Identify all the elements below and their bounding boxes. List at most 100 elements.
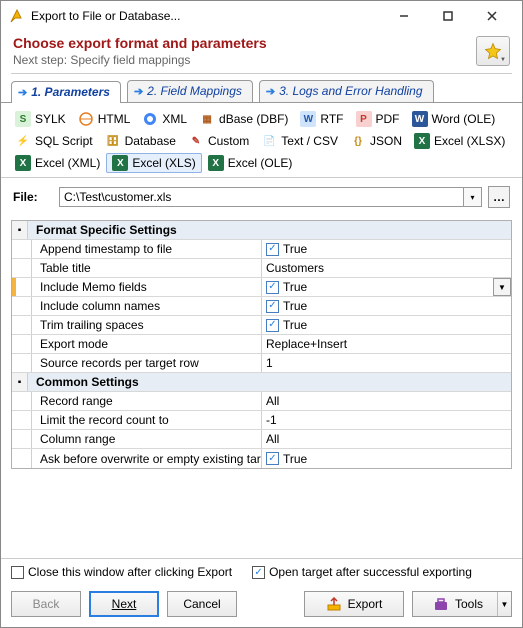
prop-value[interactable]: 1	[262, 354, 511, 372]
prop-trim-spaces[interactable]: Trim trailing spaces ✓True	[12, 316, 511, 335]
tab-strip: ➔ 1. Parameters ➔ 2. Field Mappings ➔ 3.…	[1, 74, 522, 103]
arrow-icon: ➔	[134, 85, 143, 98]
arrow-icon: ➔	[18, 86, 27, 99]
excel-icon: X	[15, 155, 31, 171]
section-format-specific[interactable]: ▪ Format Specific Settings	[12, 221, 511, 240]
prop-value[interactable]: ✓ True	[262, 297, 511, 315]
format-label: Custom	[208, 134, 249, 148]
format-excel-ole[interactable]: X Excel (OLE)	[202, 153, 299, 173]
format-html[interactable]: HTML	[72, 109, 137, 129]
prop-key: Record range	[32, 392, 262, 410]
sql-icon: ⚡	[15, 133, 31, 149]
prop-column-range[interactable]: Column range All	[12, 430, 511, 449]
prop-value[interactable]: ✓True	[262, 316, 511, 334]
value-text: True	[283, 452, 307, 466]
format-label: SQL Script	[35, 134, 93, 148]
prop-value[interactable]: Customers	[262, 259, 511, 277]
close-button[interactable]	[470, 2, 514, 30]
format-excel-xml[interactable]: X Excel (XML)	[9, 153, 106, 173]
prop-source-records[interactable]: Source records per target row 1	[12, 354, 511, 373]
format-csv[interactable]: 📄Text / CSV	[255, 131, 344, 151]
minimize-button[interactable]	[382, 2, 426, 30]
format-dbf[interactable]: ▦dBase (DBF)	[193, 109, 294, 129]
format-label: HTML	[98, 112, 131, 126]
format-pdf[interactable]: P PDF	[350, 109, 406, 129]
value-text: Customers	[266, 261, 324, 275]
favorites-button[interactable]: ▼	[476, 36, 510, 66]
format-label: Excel (XML)	[35, 156, 100, 170]
tab-parameters[interactable]: ➔ 1. Parameters	[11, 81, 121, 103]
dbase-icon: ▦	[199, 111, 215, 127]
format-label: Database	[125, 134, 176, 148]
prop-value[interactable]: ✓True	[262, 240, 511, 258]
value-text: Replace+Insert	[266, 337, 347, 351]
value-text: True	[283, 280, 307, 294]
prop-include-columns[interactable]: Include column names ✓True	[12, 297, 511, 316]
format-json[interactable]: {}JSON	[344, 131, 408, 151]
back-button[interactable]: Back	[11, 591, 81, 617]
prop-key: Trim trailing spaces	[32, 316, 262, 334]
property-grid: ▪ Format Specific Settings Append timest…	[11, 220, 512, 469]
prop-record-range[interactable]: Record range All	[12, 392, 511, 411]
format-word-ole[interactable]: WWord (OLE)	[406, 109, 502, 129]
tab-field-mappings[interactable]: ➔ 2. Field Mappings	[127, 80, 253, 102]
checkbox-icon	[11, 566, 24, 579]
pencil-icon: ✎	[188, 133, 204, 149]
file-dropdown-button[interactable]: ▾	[464, 187, 482, 207]
tab-logs-errors[interactable]: ➔ 3. Logs and Error Handling	[259, 80, 434, 102]
prop-value[interactable]: All	[262, 392, 511, 410]
dropdown-button[interactable]: ▼	[493, 278, 511, 296]
format-selector: SSYLK HTML XML ▦dBase (DBF) WRTF P PDF WW…	[1, 103, 522, 178]
button-bar: Back Next Cancel Export Tools ▼	[1, 585, 522, 627]
browse-button[interactable]: …	[488, 186, 510, 208]
format-xml[interactable]: XML	[136, 109, 193, 129]
prop-value[interactable]: -1	[262, 411, 511, 429]
next-button[interactable]: Next	[89, 591, 159, 617]
maximize-button[interactable]	[426, 2, 470, 30]
value-text: 1	[266, 356, 273, 370]
prop-key: Table title	[32, 259, 262, 277]
format-rtf[interactable]: WRTF	[294, 109, 349, 129]
open-target-checkbox[interactable]: ✓ Open target after successful exporting	[252, 565, 472, 579]
tab-label: 1. Parameters	[31, 85, 110, 99]
format-label: Excel (OLE)	[228, 156, 293, 170]
format-sql[interactable]: ⚡ SQL Script	[9, 131, 99, 151]
format-label: RTF	[320, 112, 343, 126]
chevron-down-icon[interactable]: ▼	[497, 592, 511, 616]
format-xlsx[interactable]: XExcel (XLSX)	[408, 131, 511, 151]
prop-append-timestamp[interactable]: Append timestamp to file ✓True	[12, 240, 511, 259]
checkbox-label: Close this window after clicking Export	[28, 565, 232, 579]
format-label: PDF	[376, 112, 400, 126]
prop-value[interactable]: All	[262, 430, 511, 448]
prop-table-title[interactable]: Table title Customers	[12, 259, 511, 278]
checkbox-icon: ✓	[266, 300, 279, 313]
collapse-icon[interactable]: ▪	[12, 373, 28, 391]
pdf-icon: P	[356, 111, 372, 127]
toolbox-icon	[433, 596, 449, 612]
format-xls[interactable]: XExcel (XLS)	[106, 153, 201, 173]
prop-include-memo[interactable]: Include Memo fields ✓True▼	[12, 278, 511, 297]
file-label: File:	[13, 190, 53, 204]
file-path-input[interactable]	[59, 187, 464, 207]
text-icon: 📄	[261, 133, 277, 149]
export-button[interactable]: Export	[304, 591, 404, 617]
value-text: True	[283, 299, 307, 313]
prop-value[interactable]: ✓True	[262, 449, 511, 468]
prop-limit-records[interactable]: Limit the record count to -1	[12, 411, 511, 430]
format-database[interactable]: 🗄Database	[99, 131, 182, 151]
value-text: All	[266, 394, 279, 408]
section-common[interactable]: ▪ Common Settings	[12, 373, 511, 392]
prop-ask-overwrite[interactable]: Ask before overwrite or empty existing t…	[12, 449, 511, 468]
prop-value[interactable]: Replace+Insert	[262, 335, 511, 353]
collapse-icon[interactable]: ▪	[12, 221, 28, 239]
tab-label: 3. Logs and Error Handling	[279, 84, 422, 98]
close-after-export-checkbox[interactable]: Close this window after clicking Export	[11, 565, 232, 579]
format-custom[interactable]: ✎ Custom	[182, 131, 255, 151]
excel-icon: X	[112, 155, 128, 171]
tools-button[interactable]: Tools ▼	[412, 591, 512, 617]
excel-icon: X	[208, 155, 224, 171]
prop-value[interactable]: ✓True▼	[262, 278, 511, 296]
format-sylk[interactable]: SSYLK	[9, 109, 72, 129]
cancel-button[interactable]: Cancel	[167, 591, 237, 617]
prop-export-mode[interactable]: Export mode Replace+Insert	[12, 335, 511, 354]
